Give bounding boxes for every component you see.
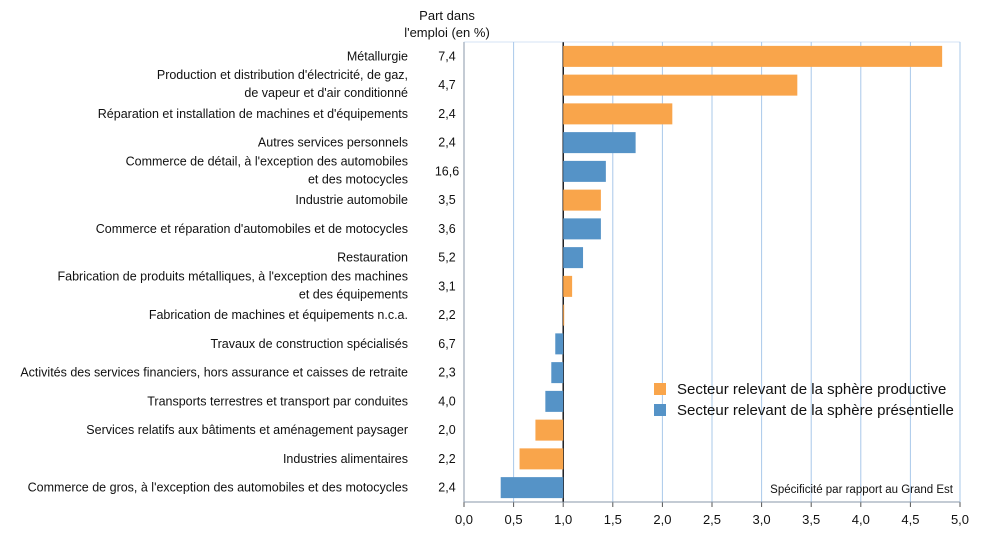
x-tick-label: 5,0 (951, 512, 969, 527)
bar (551, 362, 564, 384)
bar (500, 477, 564, 499)
category-label: Activités des services financiers, hors … (20, 366, 408, 380)
category-label: Commerce de gros, à l'exception des auto… (28, 481, 408, 495)
bar (555, 333, 564, 355)
share-value: 2,2 (438, 452, 455, 466)
category-label: de vapeur et d'air conditionné (244, 86, 408, 100)
category-label: Production et distribution d'électricité… (157, 68, 408, 82)
category-label: Commerce et réparation d'automobiles et … (96, 222, 408, 236)
share-value: 3,6 (438, 222, 455, 236)
x-tick-label: 0,0 (455, 512, 473, 527)
bar (535, 419, 564, 441)
share-values: 7,4 4,7 2,4 2,4 16,6 3,5 3,6 5,2 3,1 2,2 6,7 2,3 4,0… (435, 49, 459, 494)
bar (563, 45, 943, 67)
bar (563, 160, 606, 182)
category-label: et des motocycles (308, 172, 408, 186)
bar (563, 304, 565, 326)
x-tick-label: 0,5 (505, 512, 523, 527)
x-tick-label: 3,5 (802, 512, 820, 527)
share-header-line2: l'emploi (en %) (404, 25, 490, 40)
x-tick-label: 4,5 (901, 512, 919, 527)
legend-label-presentielle: Secteur relevant de la sphère présentiel… (677, 402, 954, 419)
legend-swatch-productive (654, 383, 666, 395)
category-label: Fabrication de machines et équipements n… (149, 308, 408, 322)
annotation: Spécificité par rapport au Grand Est (770, 484, 954, 496)
bar (563, 218, 601, 240)
category-label: et des équipements (299, 287, 408, 301)
share-value: 3,1 (438, 279, 455, 293)
category-label: Travaux de construction spécialisés (210, 337, 408, 351)
bar (563, 132, 636, 154)
share-value: 2,2 (438, 308, 455, 322)
bars (500, 45, 943, 499)
category-label: Autres services personnels (258, 136, 408, 150)
bar (519, 448, 564, 470)
category-label: Commerce de détail, à l'exception des au… (126, 154, 408, 168)
share-value: 4,7 (438, 78, 455, 92)
x-tick-label: 3,0 (753, 512, 771, 527)
legend: Secteur relevant de la sphère productive… (654, 381, 954, 419)
category-label: Métallurgie (347, 49, 408, 63)
category-label: Industrie automobile (295, 193, 408, 207)
share-value: 3,5 (438, 193, 455, 207)
bar (563, 275, 573, 297)
share-value: 5,2 (438, 251, 455, 265)
bar (545, 390, 564, 412)
bar (563, 189, 601, 211)
category-label: Services relatifs aux bâtiments et aména… (86, 423, 408, 437)
category-label: Transports terrestres et transport par c… (147, 394, 408, 408)
x-tick-labels: 0,0 0,5 1,0 1,5 2,0 2,5 3,0 3,5 4,0 4,5 5,0 (455, 512, 969, 527)
share-value: 2,4 (438, 136, 455, 150)
category-label: Restauration (337, 251, 408, 265)
bar (563, 74, 798, 96)
share-value: 6,7 (438, 337, 455, 351)
share-value: 2,4 (438, 481, 455, 495)
share-value: 7,4 (438, 49, 455, 63)
share-value: 4,0 (438, 394, 455, 408)
x-tick-label: 1,0 (554, 512, 572, 527)
share-value: 2,3 (438, 366, 455, 380)
share-value: 2,0 (438, 423, 455, 437)
x-tick-label: 4,0 (852, 512, 870, 527)
category-label: Fabrication de produits métalliques, à l… (58, 269, 409, 283)
bar (563, 103, 673, 125)
x-tick-label: 2,0 (653, 512, 671, 527)
share-value: 16,6 (435, 164, 459, 178)
x-tick-label: 2,5 (703, 512, 721, 527)
share-value: 2,4 (438, 107, 455, 121)
legend-label-productive: Secteur relevant de la sphère productive (677, 381, 946, 398)
x-tick-label: 1,5 (604, 512, 622, 527)
plot-area (463, 41, 961, 503)
category-labels: Métallurgie Production et distribution d'… (20, 49, 408, 494)
share-header-line1: Part dans (419, 8, 475, 23)
legend-swatch-presentielle (654, 404, 666, 416)
category-label: Industries alimentaires (283, 452, 408, 466)
category-label: Réparation et installation de machines e… (98, 107, 408, 121)
bar (563, 247, 584, 269)
